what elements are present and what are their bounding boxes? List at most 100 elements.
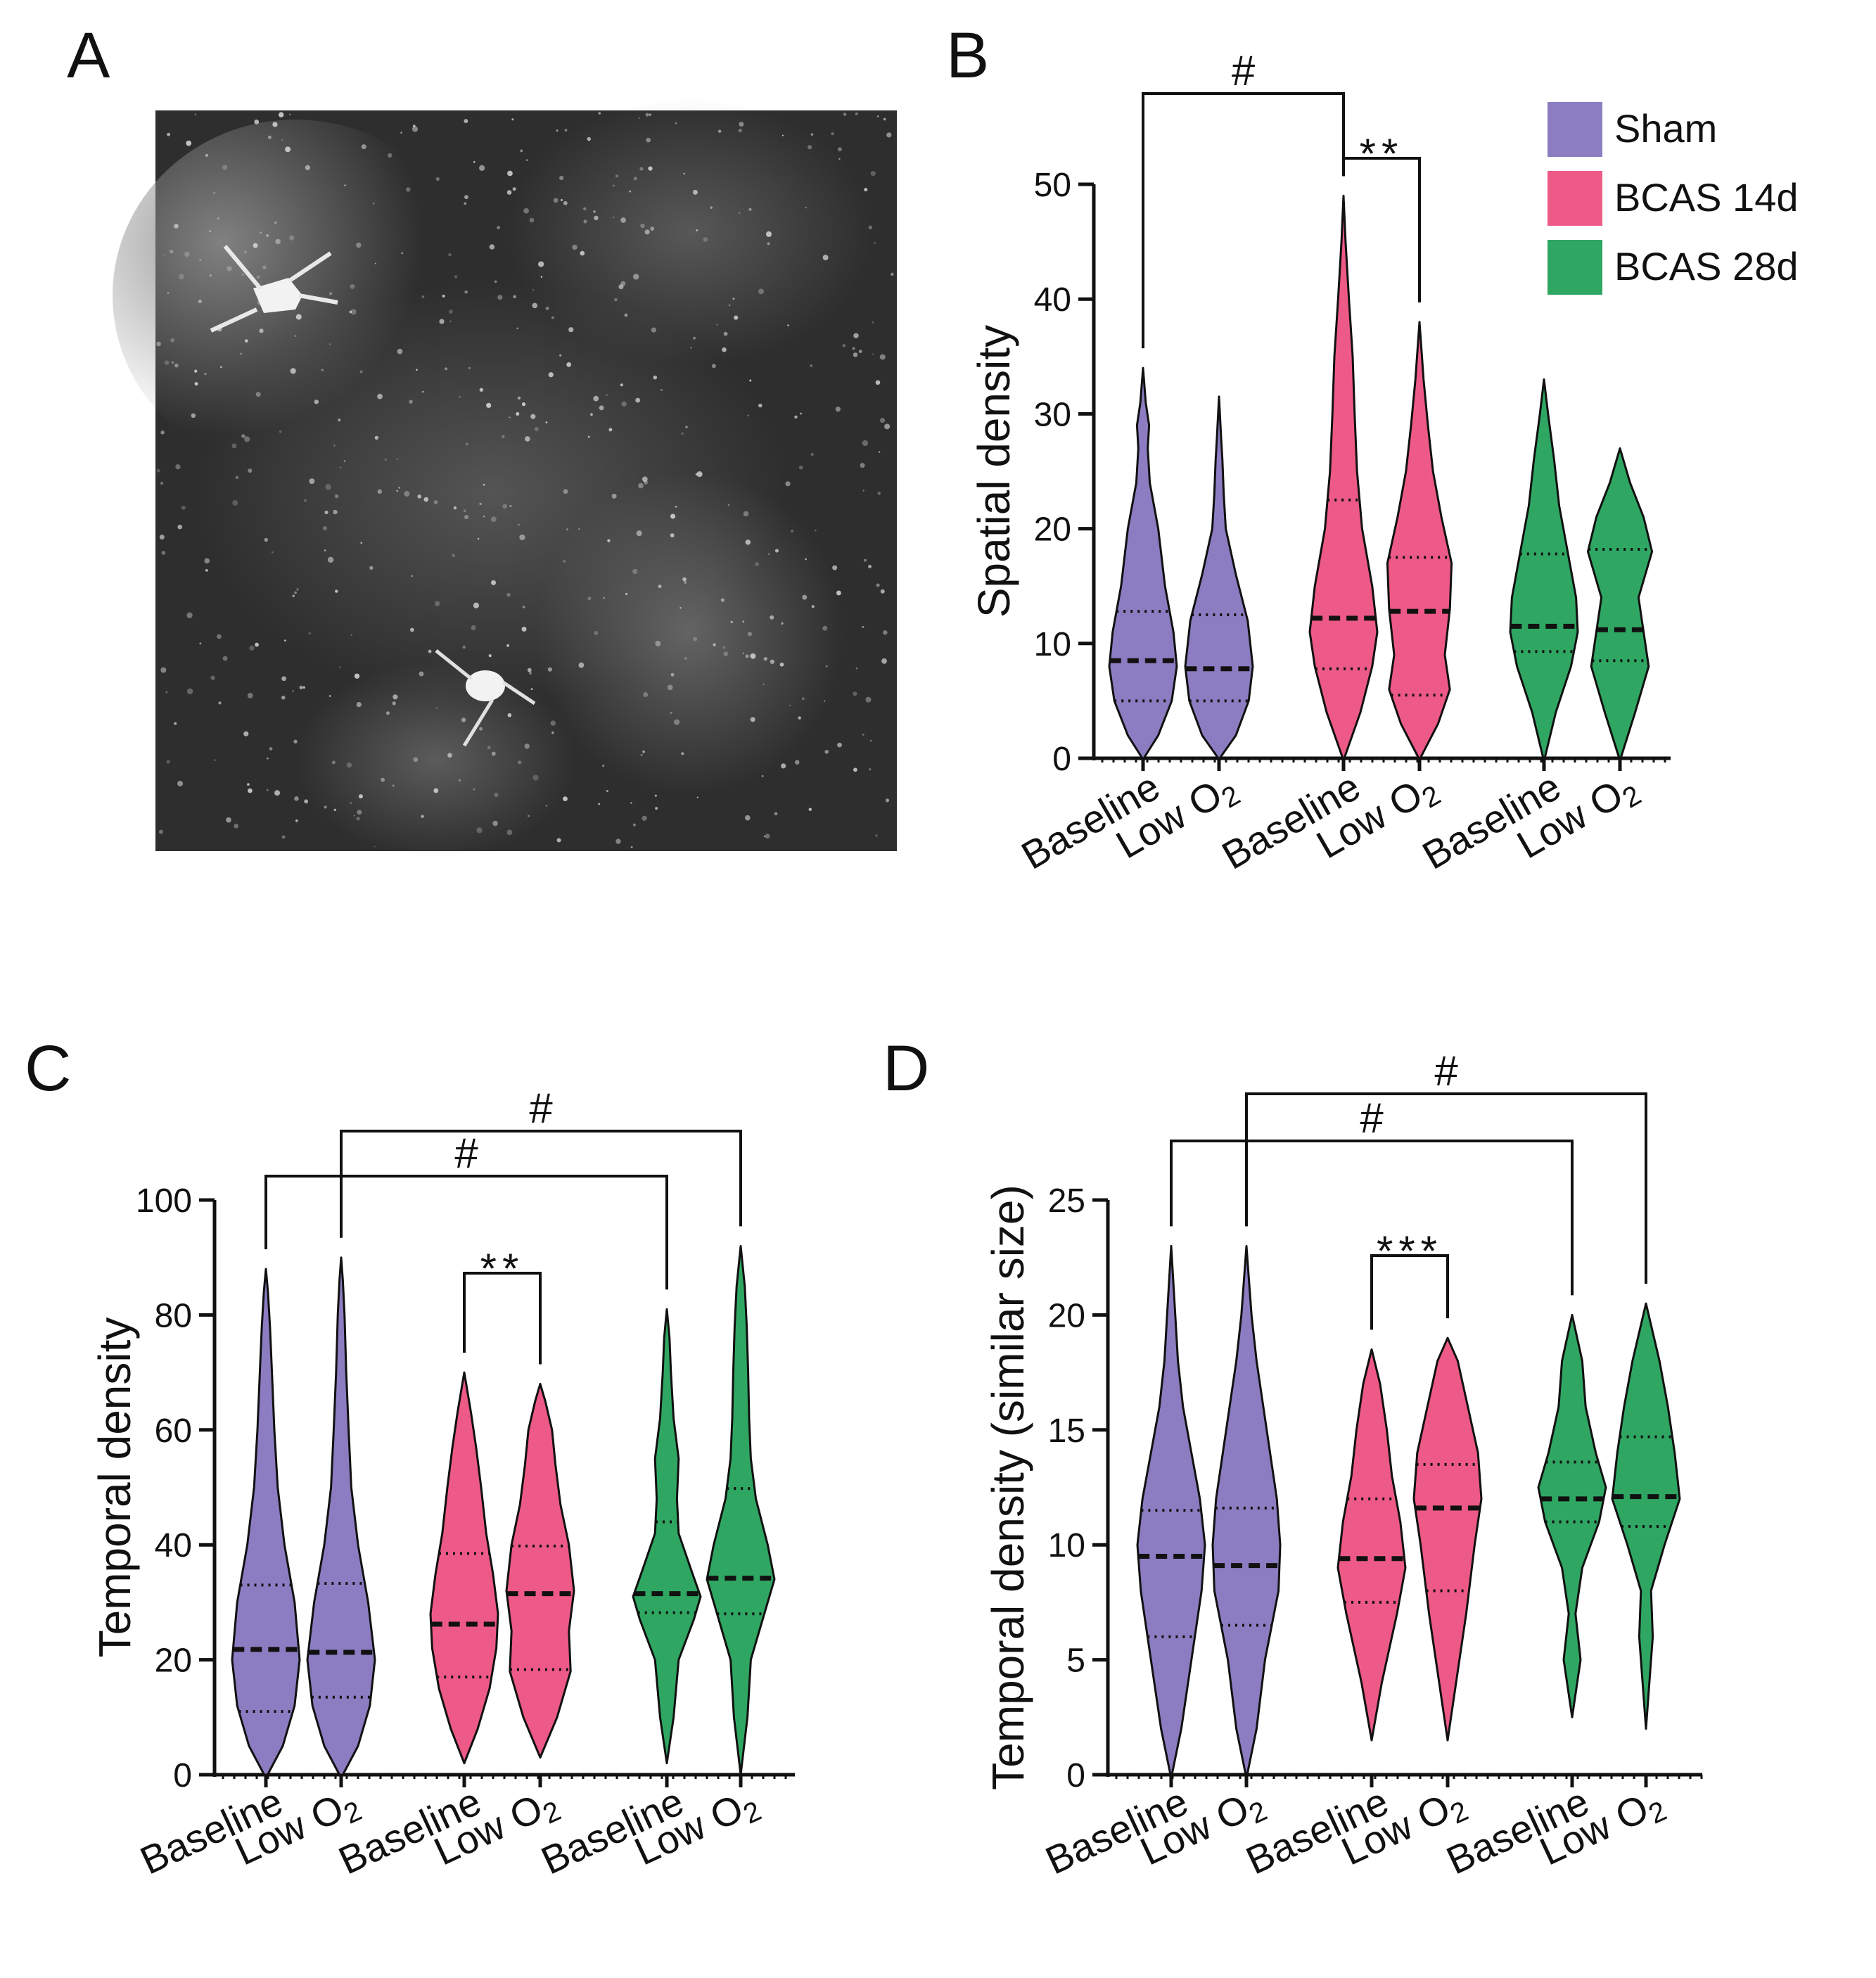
image-speck	[614, 298, 618, 302]
significance-bracket	[1342, 157, 1421, 302]
image-speck	[294, 335, 296, 337]
image-speck	[517, 396, 521, 400]
image-speck	[417, 494, 422, 499]
image-speck	[186, 612, 193, 618]
image-speck	[802, 594, 808, 600]
image-speck	[823, 700, 826, 702]
image-speck	[473, 602, 480, 608]
image-speck	[886, 132, 892, 138]
image-speck	[396, 458, 399, 461]
image-speck	[165, 691, 168, 694]
image-speck	[464, 514, 469, 520]
image-speck	[529, 217, 535, 223]
y-tick-label: 5	[1066, 1642, 1085, 1680]
image-speck	[811, 605, 815, 608]
image-speck	[599, 405, 604, 411]
image-speck	[164, 360, 170, 365]
image-speck	[798, 465, 803, 470]
image-speck	[742, 652, 744, 654]
image-speck	[551, 316, 555, 319]
image-speck	[419, 671, 424, 677]
image-speck	[506, 592, 511, 597]
image-speck	[194, 369, 198, 373]
image-speck	[333, 445, 336, 447]
image-speck	[564, 129, 568, 132]
image-speck	[256, 275, 260, 279]
significance-bracket	[463, 1272, 542, 1365]
image-speck	[545, 421, 548, 423]
image-speck	[770, 615, 774, 620]
image-speck	[679, 607, 682, 609]
image-speck	[243, 731, 249, 736]
image-speck	[244, 339, 248, 343]
image-speck	[416, 369, 418, 371]
image-speck	[781, 622, 784, 625]
image-speck	[728, 304, 731, 307]
image-speck	[354, 673, 360, 679]
violin-2	[1211, 1244, 1282, 1776]
image-speck	[411, 575, 413, 578]
image-speck	[879, 417, 886, 423]
image-speck	[454, 275, 458, 279]
y-tick-label: 60	[155, 1412, 192, 1450]
image-speck	[838, 158, 841, 160]
image-speck	[720, 598, 725, 602]
image-speck	[322, 526, 327, 531]
image-speck	[439, 319, 445, 324]
image-speck	[852, 347, 855, 350]
image-speck	[563, 200, 568, 205]
image-speck	[393, 694, 398, 700]
image-speck	[232, 499, 238, 506]
image-speck	[620, 383, 623, 387]
image-speck	[765, 834, 770, 839]
image-speck	[606, 394, 608, 396]
legend-label-bcas-14d: BCAS 14d	[1614, 175, 1799, 219]
image-speck	[815, 529, 817, 532]
image-speck	[177, 524, 183, 530]
image-speck	[344, 184, 346, 186]
panel-letter-b: B	[946, 20, 989, 91]
image-speck	[253, 243, 258, 248]
significance-label: #	[1232, 47, 1256, 94]
image-speck	[832, 565, 838, 570]
image-speck	[267, 757, 269, 760]
significance-bracket	[1370, 1254, 1449, 1330]
image-speck	[578, 662, 585, 668]
image-speck	[248, 788, 253, 793]
y-tick-label: 0	[1066, 1757, 1085, 1794]
image-speck	[289, 235, 295, 241]
image-speck	[745, 654, 749, 658]
image-speck	[853, 333, 859, 339]
image-speck	[568, 327, 574, 333]
image-speck	[572, 244, 578, 250]
y-tick-label: 100	[136, 1182, 192, 1220]
image-speck	[479, 727, 483, 731]
image-speck	[545, 306, 549, 310]
image-speck	[479, 388, 484, 392]
image-speck	[181, 505, 186, 510]
image-speck	[272, 551, 274, 554]
image-speck	[864, 187, 868, 192]
image-speck	[794, 760, 800, 765]
image-speck	[483, 483, 485, 486]
image-speck	[497, 295, 503, 300]
image-speck	[885, 798, 890, 803]
image-speck	[244, 436, 250, 442]
y-tick-label: 0	[1052, 741, 1071, 778]
image-speck	[459, 779, 461, 781]
image-speck	[279, 430, 282, 433]
image-speck	[339, 466, 342, 468]
image-speck	[491, 751, 496, 756]
image-speck	[217, 217, 219, 219]
image-speck	[491, 580, 497, 585]
image-speck	[870, 171, 876, 177]
image-speck	[879, 451, 881, 453]
image-speck	[744, 815, 751, 821]
image-speck	[205, 568, 208, 572]
image-speck	[824, 749, 829, 754]
image-speck	[198, 299, 202, 303]
violin-3	[1308, 194, 1379, 760]
image-speck	[333, 509, 338, 515]
image-speck	[743, 511, 749, 517]
significance-label: **	[480, 1245, 525, 1292]
